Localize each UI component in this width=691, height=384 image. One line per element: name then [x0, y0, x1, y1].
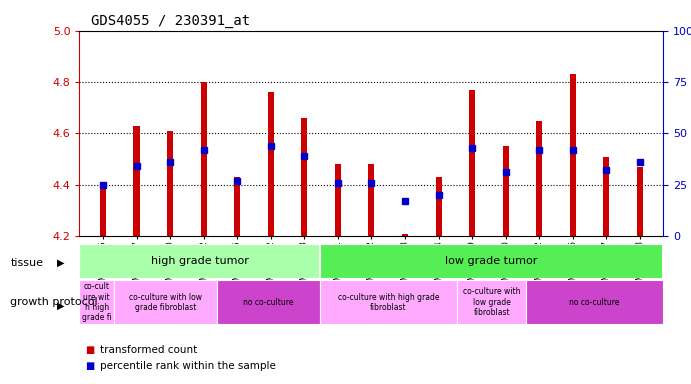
Bar: [526, 280, 663, 324]
Text: co-culture with
low grade
fibroblast: co-culture with low grade fibroblast: [463, 288, 520, 317]
Bar: [320, 280, 457, 324]
Bar: [320, 244, 663, 278]
Text: high grade tumor: high grade tumor: [151, 256, 249, 266]
Bar: [368, 164, 375, 236]
Text: co-cult
ure wit
h high
grade fi: co-cult ure wit h high grade fi: [82, 282, 111, 323]
Text: low grade tumor: low grade tumor: [446, 256, 538, 266]
Bar: [335, 164, 341, 236]
Bar: [570, 74, 576, 236]
Bar: [469, 90, 475, 236]
Text: co-culture with low
grade fibroblast: co-culture with low grade fibroblast: [129, 293, 202, 312]
Bar: [79, 244, 320, 278]
Text: no co-culture: no co-culture: [569, 298, 620, 307]
Bar: [637, 167, 643, 236]
Bar: [114, 280, 217, 324]
Text: ■: ■: [85, 345, 95, 355]
Bar: [536, 121, 542, 236]
Bar: [167, 131, 173, 236]
Text: growth protocol: growth protocol: [10, 297, 98, 307]
Text: co-culture with high grade
fibroblast: co-culture with high grade fibroblast: [338, 293, 439, 312]
Text: transformed count: transformed count: [100, 345, 198, 355]
Bar: [100, 185, 106, 236]
Bar: [234, 177, 240, 236]
Bar: [200, 82, 207, 236]
Text: ▶: ▶: [57, 258, 64, 268]
Text: ■: ■: [85, 361, 95, 371]
Text: GDS4055 / 230391_at: GDS4055 / 230391_at: [91, 14, 250, 28]
Bar: [79, 280, 114, 324]
Bar: [133, 126, 140, 236]
Bar: [267, 93, 274, 236]
Bar: [402, 233, 408, 236]
Bar: [603, 157, 609, 236]
Bar: [435, 177, 442, 236]
Text: ▶: ▶: [57, 300, 64, 310]
Bar: [502, 146, 509, 236]
Bar: [301, 118, 307, 236]
Text: tissue: tissue: [10, 258, 44, 268]
Bar: [217, 280, 320, 324]
Bar: [457, 280, 526, 324]
Text: no co-culture: no co-culture: [243, 298, 294, 307]
Text: percentile rank within the sample: percentile rank within the sample: [100, 361, 276, 371]
